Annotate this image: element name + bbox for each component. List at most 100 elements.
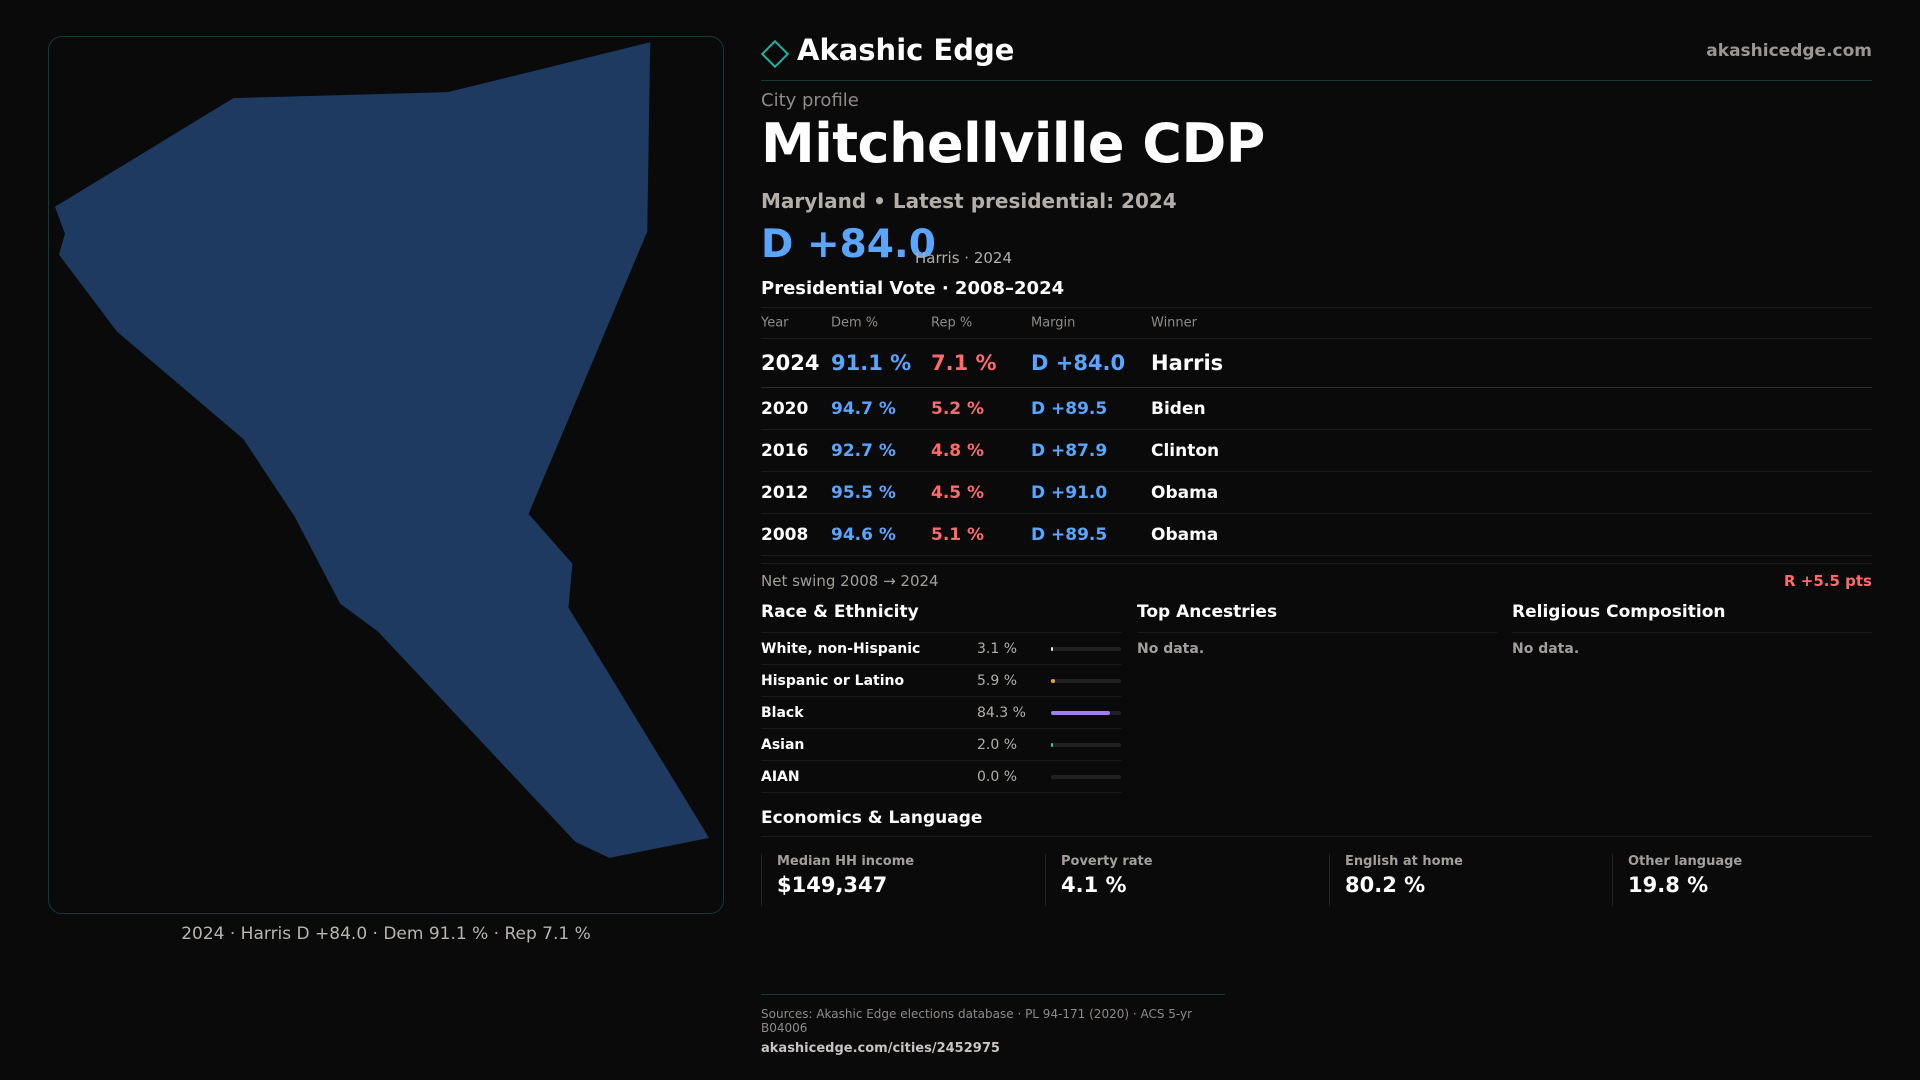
net-swing-label: Net swing 2008 → 2024 [761,572,939,590]
row-rep: 5.2 % [931,398,985,419]
row-dem: 92.7 % [831,440,896,461]
race-percent: 2.0 % [977,737,1018,753]
headline-note: Harris · 2024 [915,249,1013,267]
econ-value: $149,347 [777,873,888,897]
table-row: 2024 91.1 % 7.1 % D +84.0 Harris [761,339,1872,388]
row-dem: 94.6 % [831,524,896,545]
page-kicker: City profile [761,90,859,111]
footer: Sources: Akashic Edge elections database… [761,994,1225,1056]
brand-header: Akashic Edge akashicedge.com [760,30,1872,81]
vote-table: Year Dem % Rep % Margin Winner 2024 91.1… [761,307,1872,556]
row-margin: D +87.9 [1031,440,1108,461]
econ-item-english: English at home 80.2 % [1329,854,1599,906]
table-row: 2008 94.6 % 5.1 % D +89.5 Obama [761,514,1872,556]
diamond-logo-icon [760,39,790,69]
religion-section: Religious Composition No data. [1512,602,1872,657]
econ-value: 4.1 % [1061,873,1127,897]
race-section-title: Race & Ethnicity [761,602,1121,633]
table-row: 2020 94.7 % 5.2 % D +89.5 Biden [761,388,1872,430]
row-dem: 91.1 % [831,351,912,375]
row-rep: 4.8 % [931,440,985,461]
econ-label: Other language [1628,854,1743,869]
row-rep: 7.1 % [931,351,997,375]
row-dem: 94.7 % [831,398,896,419]
race-percent: 5.9 % [977,673,1018,689]
row-rep: 4.5 % [931,482,985,503]
header-rep: Rep % [931,315,973,331]
religion-section-title: Religious Composition [1512,602,1872,633]
table-row: 2016 92.7 % 4.8 % D +87.9 Clinton [761,430,1872,472]
race-row: Hispanic or Latino 5.9 % [761,665,1121,697]
row-winner: Clinton [1151,440,1220,461]
row-winner: Obama [1151,524,1219,545]
header-winner: Winner [1151,315,1198,331]
race-bar-track [1051,775,1121,779]
race-bar-track [1051,647,1121,651]
race-bar-fill [1051,647,1054,651]
race-percent: 0.0 % [977,769,1018,785]
header-dem: Dem % [831,315,879,331]
row-year: 2008 [761,524,809,545]
race-name: AIAN [761,769,800,785]
ancestries-section: Top Ancestries No data. [1137,602,1497,657]
row-year: 2016 [761,440,809,461]
economics-section-title: Economics & Language [761,808,1872,837]
race-ethnicity-section: Race & Ethnicity White, non-Hispanic 3.1 … [761,602,1121,793]
race-bar-fill [1051,711,1110,715]
brand-site-link[interactable]: akashicedge.com [1706,41,1872,61]
race-row: AIAN 0.0 % [761,761,1121,793]
row-margin: D +84.0 [1031,351,1126,375]
ancestries-empty: No data. [1137,641,1205,657]
page-title: Mitchellville CDP [761,112,1265,175]
table-row: 2012 95.5 % 4.5 % D +91.0 Obama [761,472,1872,514]
row-dem: 95.5 % [831,482,896,503]
net-swing-value: R +5.5 pts [1784,572,1872,590]
race-percent: 84.3 % [977,705,1026,721]
econ-item-income: Median HH income $149,347 [761,854,1031,906]
race-name: White, non-Hispanic [761,641,921,657]
page-subtitle: Maryland • Latest presidential: 2024 [761,189,1177,213]
race-name: Asian [761,737,805,753]
econ-label: Median HH income [777,854,915,869]
row-year: 2024 [761,351,820,375]
row-rep: 5.1 % [931,524,985,545]
row-year: 2020 [761,398,809,419]
econ-label: Poverty rate [1061,854,1153,869]
race-name: Hispanic or Latino [761,673,905,689]
vote-section-title: Presidential Vote · 2008–2024 [761,278,1065,299]
race-percent: 3.1 % [977,641,1018,657]
footer-sources: Sources: Akashic Edge elections database… [761,1007,1193,1035]
city-boundary-map [54,42,710,858]
econ-item-other-language: Other language 19.8 % [1612,854,1882,906]
map-caption: 2024 · Harris D +84.0 · Dem 91.1 % · Rep… [181,924,591,944]
race-bar-fill [1051,679,1056,683]
row-winner: Biden [1151,398,1206,419]
header-margin: Margin [1031,315,1076,331]
profile-panel: Akashic Edge akashicedge.com City profil… [760,0,1872,1080]
race-bar-fill [1051,743,1053,747]
race-row: Black 84.3 % [761,697,1121,729]
row-margin: D +89.5 [1031,524,1108,545]
religion-empty: No data. [1512,641,1580,657]
vote-table-header: Year Dem % Rep % Margin Winner [761,308,1872,339]
economics-grid: Median HH income $149,347 Poverty rate 4… [761,854,1872,906]
brand-name: Akashic Edge [797,33,1015,67]
econ-label: English at home [1345,854,1463,869]
row-margin: D +89.5 [1031,398,1108,419]
map-panel [48,36,724,914]
econ-value: 19.8 % [1628,873,1709,897]
row-margin: D +91.0 [1031,482,1108,503]
race-bar-track [1051,711,1121,715]
row-winner: Harris [1151,351,1224,375]
race-row: White, non-Hispanic 3.1 % [761,633,1121,665]
net-swing: Net swing 2008 → 2024 R +5.5 pts [761,563,1872,594]
race-row: Asian 2.0 % [761,729,1121,761]
race-name: Black [761,705,804,721]
race-bar-track [1051,743,1121,747]
race-bar-track [1051,679,1121,683]
footer-url-link[interactable]: akashicedge.com/cities/2452975 [761,1041,1000,1056]
row-winner: Obama [1151,482,1219,503]
econ-item-poverty: Poverty rate 4.1 % [1045,854,1315,906]
headline-margin: D +84.0 [761,222,936,267]
row-year: 2012 [761,482,809,503]
